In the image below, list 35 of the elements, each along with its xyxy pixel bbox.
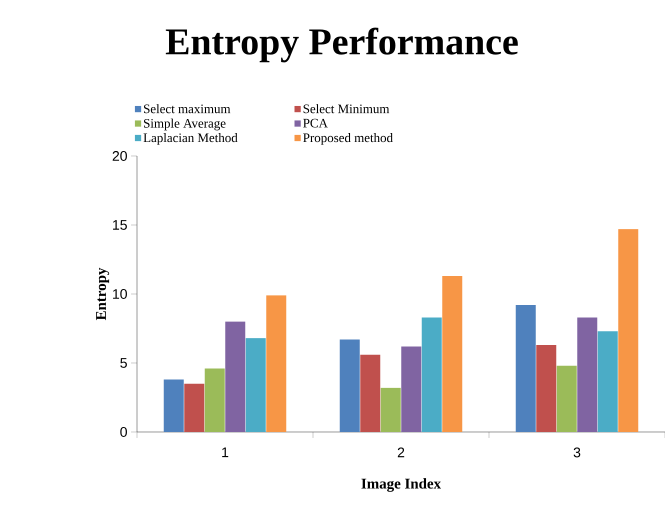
bar	[360, 354, 380, 432]
x-tick-label: 2	[398, 447, 404, 458]
bar	[442, 276, 462, 432]
legend-label: Select maximum	[144, 104, 230, 114]
y-axis-title: Entropy	[96, 268, 110, 320]
bar	[536, 345, 556, 432]
bar	[577, 317, 598, 432]
bar	[422, 317, 442, 432]
bar	[246, 338, 266, 432]
legend-label: Laplacian Method	[144, 133, 238, 145]
bar	[204, 368, 225, 432]
legend-label: Proposed method	[303, 133, 393, 145]
bar	[266, 295, 286, 432]
bar	[401, 346, 422, 432]
legend-label: Simple Average	[144, 118, 226, 130]
x-tick-label: 3	[574, 447, 580, 458]
y-tick-label: 0	[120, 427, 127, 437]
bar	[184, 384, 204, 432]
bar	[556, 366, 577, 432]
bar	[340, 340, 360, 432]
bar	[516, 305, 536, 432]
legend-label: Select Minimum	[304, 104, 390, 114]
y-tick-label: 5	[120, 358, 127, 368]
bar	[618, 229, 638, 432]
bar	[225, 322, 246, 432]
bar	[598, 331, 618, 432]
x-tick-label: 1	[222, 447, 228, 458]
y-tick-label: 10	[113, 289, 127, 299]
legend-label: PCA	[303, 118, 328, 128]
bar	[164, 380, 184, 432]
x-axis-title: Image Index	[361, 478, 441, 492]
y-tick-label: 20	[112, 151, 127, 161]
y-tick-label: 15	[113, 220, 127, 230]
chart-title: Entropy Performance	[166, 28, 518, 62]
bar	[380, 388, 401, 432]
